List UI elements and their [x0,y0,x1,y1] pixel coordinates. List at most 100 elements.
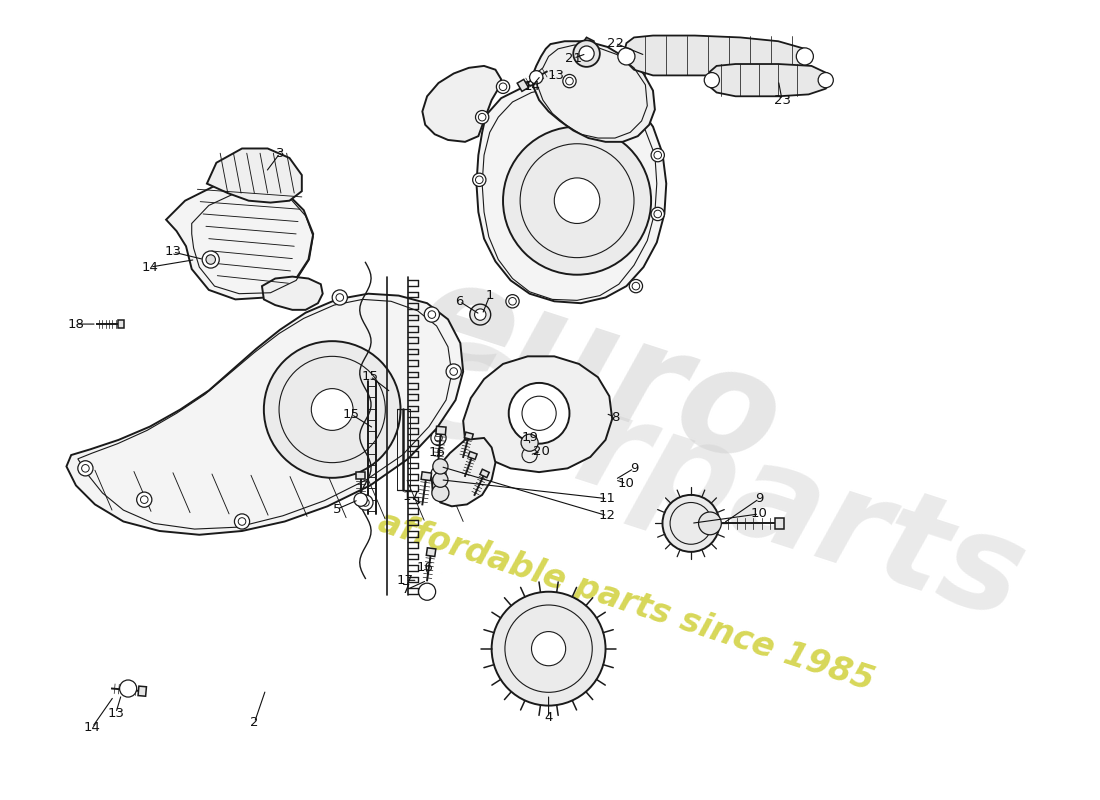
Text: 16: 16 [417,561,433,574]
Text: euro: euro [398,246,798,497]
Text: 6: 6 [455,294,463,308]
Circle shape [264,341,400,478]
Circle shape [629,279,642,293]
Polygon shape [356,472,365,478]
Polygon shape [468,451,477,459]
Text: 10: 10 [618,477,635,490]
Circle shape [432,459,448,474]
Polygon shape [532,42,654,142]
Circle shape [432,485,449,502]
Circle shape [506,294,519,308]
Circle shape [431,466,447,482]
Circle shape [818,73,834,88]
Text: 14: 14 [524,80,540,94]
Polygon shape [463,356,613,472]
Text: 17: 17 [403,490,419,503]
Polygon shape [66,294,463,534]
Circle shape [473,173,486,186]
Circle shape [206,254,216,264]
Circle shape [447,364,461,379]
Polygon shape [166,184,314,299]
Circle shape [651,207,664,221]
Circle shape [311,389,353,430]
Polygon shape [776,518,784,529]
Circle shape [492,592,605,706]
Circle shape [431,430,447,446]
Polygon shape [625,35,812,75]
Text: 21: 21 [564,52,582,65]
Circle shape [419,583,436,600]
Text: 19: 19 [521,431,538,445]
Polygon shape [118,320,124,328]
Circle shape [470,304,491,325]
Text: 9: 9 [630,462,638,475]
Text: 11: 11 [598,492,616,506]
Circle shape [474,309,486,320]
Text: 18: 18 [67,318,85,330]
Circle shape [496,80,509,94]
Text: 5: 5 [332,502,341,516]
Text: 13: 13 [108,706,124,720]
Circle shape [521,434,538,451]
Circle shape [234,514,250,529]
Circle shape [508,383,570,444]
Circle shape [579,46,594,61]
Circle shape [354,493,367,506]
Text: Carparts: Carparts [384,323,1041,647]
Circle shape [531,631,565,666]
Circle shape [425,307,439,322]
Text: 4: 4 [544,711,553,725]
Text: 12: 12 [598,510,616,522]
Circle shape [573,40,600,67]
Text: 22: 22 [606,37,624,50]
Circle shape [78,461,94,476]
Circle shape [796,48,813,65]
Circle shape [651,149,664,162]
Circle shape [704,73,719,88]
Text: 16: 16 [428,446,446,458]
Text: 15: 15 [343,408,360,421]
Text: affordable parts since 1985: affordable parts since 1985 [374,506,879,697]
Circle shape [698,512,722,534]
Text: 9: 9 [755,492,763,506]
Polygon shape [139,686,146,696]
Circle shape [529,70,543,84]
Circle shape [563,74,576,88]
Text: 14: 14 [142,261,158,274]
Text: 13: 13 [164,246,182,258]
Polygon shape [421,472,431,481]
Polygon shape [436,426,446,434]
Circle shape [136,492,152,507]
Text: 1: 1 [485,289,494,302]
Circle shape [332,290,348,305]
Polygon shape [708,64,830,96]
Circle shape [120,680,136,697]
Text: 10: 10 [751,507,768,520]
Circle shape [358,495,373,510]
Text: 17: 17 [397,574,414,587]
Text: 8: 8 [610,410,619,423]
Polygon shape [476,81,667,303]
Polygon shape [517,79,528,91]
Text: 15: 15 [362,370,378,382]
Polygon shape [432,438,495,506]
Circle shape [475,110,488,124]
Circle shape [432,472,448,487]
Polygon shape [422,66,502,142]
Polygon shape [464,432,473,439]
Circle shape [554,178,600,223]
Polygon shape [262,277,322,310]
Circle shape [202,251,219,268]
Text: 2: 2 [250,716,258,729]
Text: 3: 3 [276,146,284,160]
Polygon shape [207,149,301,202]
Text: 23: 23 [773,94,791,106]
Text: 13: 13 [548,69,564,82]
Polygon shape [480,470,490,478]
Polygon shape [427,548,436,557]
Text: 7: 7 [402,583,410,596]
Circle shape [662,495,719,552]
Circle shape [618,48,635,65]
Circle shape [503,126,651,274]
Text: 20: 20 [532,445,549,458]
